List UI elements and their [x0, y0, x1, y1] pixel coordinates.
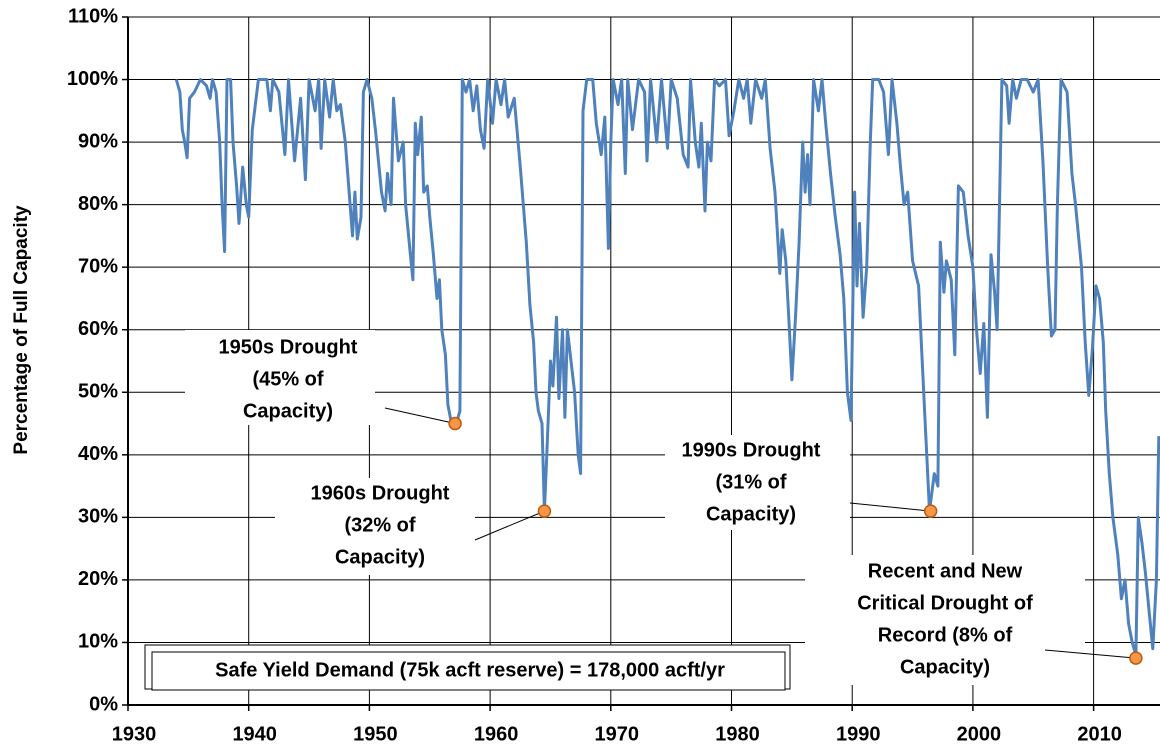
annotation-text: Recent and New	[868, 560, 1023, 582]
annotation-box	[665, 435, 850, 530]
y-tick-label: 30%	[78, 506, 118, 528]
annotation-text: Capacity)	[243, 400, 333, 422]
y-tick-label: 90%	[78, 130, 118, 152]
y-tick-label: 60%	[78, 318, 118, 340]
annotation-text: Record (8% of	[878, 624, 1013, 646]
annotation-leader	[474, 510, 545, 541]
x-tick-label: 1960	[474, 723, 519, 745]
note: Safe Yield Demand (75k acft reserve) = 1…	[215, 659, 725, 681]
y-tick-label: 0%	[89, 693, 118, 715]
annotation-marker	[448, 416, 462, 431]
annotation-leader	[1044, 649, 1136, 659]
x-tick-label: 1940	[232, 723, 277, 745]
annotation-text: 1990s Drought	[682, 439, 821, 461]
x-tick-label: 1950	[353, 723, 398, 745]
data-line	[174, 78, 1160, 657]
x-tick-label: 1930	[112, 723, 157, 745]
annotation-text: (32% of	[344, 514, 415, 536]
annotation-marker	[1129, 651, 1143, 665]
annotation-text: Capacity)	[706, 503, 796, 525]
annotation-text: 1960s Drought	[311, 482, 450, 504]
annotation-text: Capacity)	[900, 656, 990, 678]
x-tick-label: 2010	[1077, 723, 1122, 745]
note-box	[151, 651, 786, 691]
x-tick-label: 1970	[595, 723, 640, 745]
annotation-leader	[384, 407, 456, 425]
x-tick-label: 2000	[957, 723, 1002, 745]
y-tick-label: 110%	[68, 5, 118, 27]
annotation-box	[275, 478, 475, 575]
annotation-box	[805, 555, 1085, 685]
annotation-box	[185, 330, 375, 425]
annotation-text: (45% of	[252, 368, 323, 390]
x-tick-label: 1980	[715, 723, 760, 745]
annotation-text: Critical Drought of	[857, 592, 1033, 614]
annotation-text: Capacity)	[335, 546, 425, 568]
y-tick-label: 70%	[78, 255, 118, 277]
y-tick-label: 20%	[78, 568, 118, 590]
annotation-text: 1950s Drought	[219, 336, 358, 358]
y-tick-label: 10%	[78, 631, 118, 653]
y-tick-label: 80%	[78, 193, 118, 215]
y-tick-label: 50%	[78, 381, 118, 403]
annotation-leader	[849, 502, 931, 512]
annotation-text: (31% of	[715, 471, 786, 493]
y-tick-label: 40%	[78, 443, 118, 465]
annotation-marker	[537, 504, 552, 518]
y-axis-label: Percentage of Full Capacity	[11, 205, 32, 455]
x-tick-label: 1990	[836, 723, 881, 745]
annotation-marker	[923, 504, 938, 518]
y-tick-label: 100%	[67, 68, 118, 90]
